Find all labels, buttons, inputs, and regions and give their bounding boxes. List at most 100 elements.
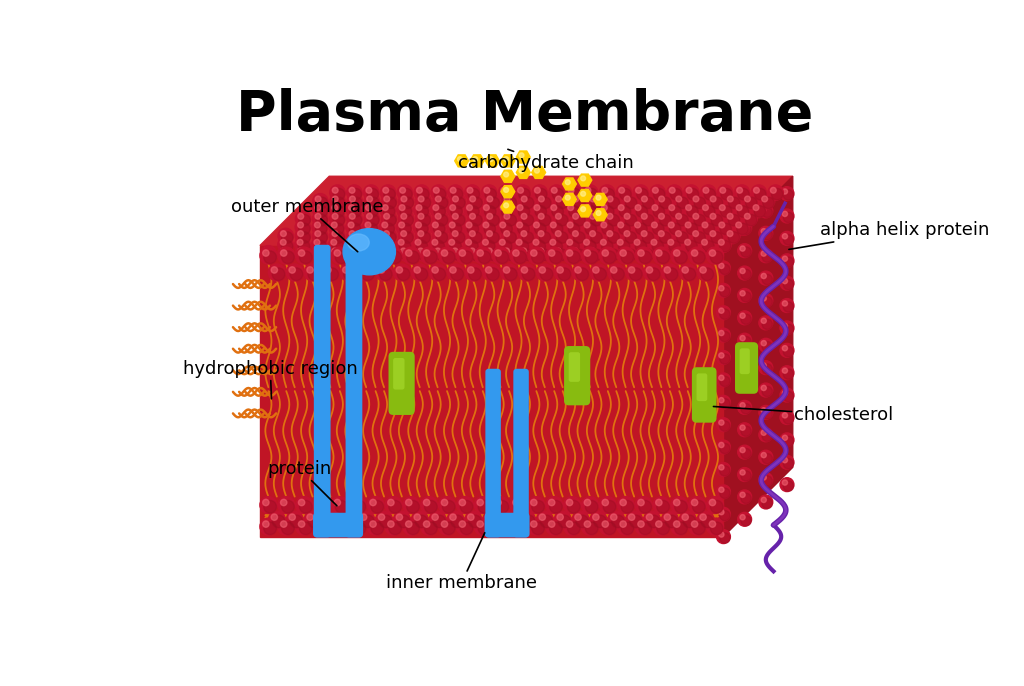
Circle shape	[477, 250, 483, 257]
Circle shape	[740, 246, 745, 251]
Circle shape	[599, 497, 616, 514]
Circle shape	[521, 248, 526, 254]
Circle shape	[682, 514, 688, 521]
Circle shape	[474, 518, 492, 535]
Circle shape	[601, 240, 613, 252]
Circle shape	[312, 220, 328, 235]
Circle shape	[450, 204, 456, 211]
Circle shape	[401, 232, 414, 244]
Circle shape	[702, 240, 714, 252]
Circle shape	[504, 514, 510, 521]
Circle shape	[690, 211, 706, 226]
Circle shape	[701, 515, 714, 528]
Circle shape	[488, 156, 494, 162]
Circle shape	[711, 500, 723, 513]
Circle shape	[371, 251, 384, 263]
Circle shape	[653, 518, 670, 535]
Circle shape	[719, 442, 724, 448]
Circle shape	[534, 222, 540, 228]
Circle shape	[782, 480, 787, 485]
Circle shape	[465, 185, 480, 200]
Circle shape	[740, 224, 745, 229]
FancyBboxPatch shape	[564, 346, 590, 405]
Circle shape	[567, 522, 581, 534]
Circle shape	[272, 268, 285, 281]
Circle shape	[505, 268, 517, 281]
Circle shape	[282, 500, 294, 513]
Circle shape	[783, 235, 794, 245]
Circle shape	[510, 518, 527, 535]
Circle shape	[737, 468, 752, 482]
Circle shape	[759, 193, 775, 209]
Circle shape	[412, 511, 428, 528]
Circle shape	[744, 196, 751, 202]
Circle shape	[659, 232, 671, 244]
Circle shape	[347, 193, 362, 209]
Circle shape	[780, 254, 794, 268]
Circle shape	[674, 250, 680, 257]
Circle shape	[649, 202, 665, 217]
Circle shape	[470, 213, 475, 220]
Ellipse shape	[348, 234, 370, 251]
Circle shape	[720, 399, 730, 409]
Circle shape	[298, 521, 305, 528]
Circle shape	[470, 232, 482, 244]
Circle shape	[421, 247, 437, 264]
Circle shape	[517, 222, 522, 228]
Circle shape	[384, 189, 395, 200]
Circle shape	[474, 497, 492, 514]
Circle shape	[677, 249, 688, 261]
Circle shape	[759, 271, 773, 285]
Circle shape	[669, 222, 674, 228]
Polygon shape	[260, 246, 724, 536]
Circle shape	[438, 497, 456, 514]
Circle shape	[287, 511, 303, 528]
Circle shape	[682, 267, 688, 273]
Circle shape	[398, 239, 404, 245]
Circle shape	[617, 497, 634, 514]
Circle shape	[690, 246, 706, 261]
Circle shape	[656, 500, 670, 513]
Circle shape	[465, 264, 482, 281]
Circle shape	[364, 185, 379, 200]
Circle shape	[402, 247, 420, 264]
Circle shape	[367, 497, 384, 514]
Circle shape	[762, 364, 772, 375]
Circle shape	[315, 223, 327, 235]
Circle shape	[397, 515, 410, 528]
Circle shape	[703, 223, 715, 235]
Circle shape	[565, 220, 581, 235]
Circle shape	[782, 301, 787, 306]
Circle shape	[711, 214, 723, 226]
Circle shape	[711, 249, 722, 261]
Circle shape	[740, 291, 745, 296]
Polygon shape	[531, 167, 546, 178]
Circle shape	[487, 197, 500, 209]
Circle shape	[697, 264, 714, 281]
Circle shape	[366, 223, 378, 235]
Circle shape	[666, 515, 678, 528]
Circle shape	[719, 420, 724, 425]
Circle shape	[740, 449, 752, 459]
Circle shape	[566, 239, 572, 245]
Circle shape	[658, 248, 665, 254]
Circle shape	[483, 204, 489, 211]
Circle shape	[700, 202, 716, 217]
Circle shape	[563, 247, 581, 264]
Circle shape	[662, 264, 678, 281]
Circle shape	[656, 228, 672, 244]
Circle shape	[406, 250, 412, 257]
Circle shape	[716, 237, 731, 252]
Circle shape	[486, 515, 500, 528]
Circle shape	[504, 156, 509, 162]
Circle shape	[639, 193, 654, 209]
Circle shape	[717, 373, 730, 387]
Circle shape	[780, 410, 794, 425]
Circle shape	[608, 264, 625, 281]
Circle shape	[518, 189, 530, 200]
Circle shape	[616, 185, 632, 200]
Circle shape	[570, 228, 586, 244]
Circle shape	[717, 530, 730, 543]
Circle shape	[642, 232, 653, 244]
Circle shape	[780, 276, 794, 290]
